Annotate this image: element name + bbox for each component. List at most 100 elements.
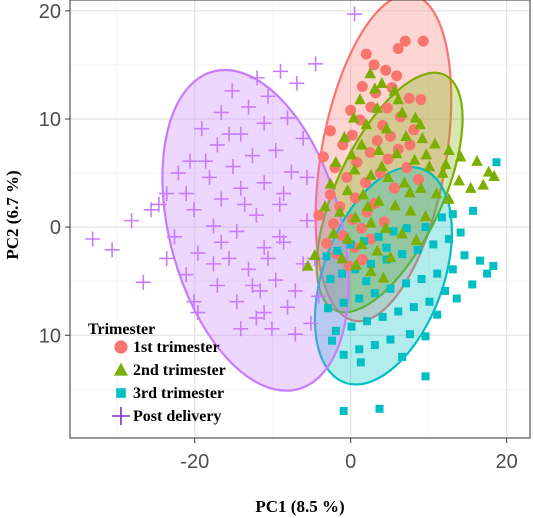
point-2nd-trimester <box>357 188 369 200</box>
point-post-delivery <box>280 299 296 315</box>
point-3rd-trimester <box>389 227 398 236</box>
point-2nd-trimester <box>389 199 401 211</box>
point-post-delivery <box>205 256 221 272</box>
point-3rd-trimester <box>398 352 407 361</box>
point-2nd-trimester <box>365 265 377 277</box>
point-1st-trimester <box>403 92 415 104</box>
legend-key-1st-trimester <box>114 340 128 354</box>
point-post-delivery <box>159 250 175 266</box>
point-2nd-trimester <box>330 155 342 167</box>
point-post-delivery <box>190 245 206 261</box>
point-3rd-trimester <box>452 294 461 303</box>
point-3rd-trimester <box>425 297 434 306</box>
point-3rd-trimester <box>331 326 340 335</box>
point-3rd-trimester <box>356 358 365 367</box>
point-3rd-trimester <box>492 158 501 167</box>
point-2nd-trimester <box>453 174 465 186</box>
point-2nd-trimester <box>377 271 390 283</box>
point-post-delivery <box>256 305 272 321</box>
point-2nd-trimester <box>482 165 495 177</box>
point-3rd-trimester <box>394 307 403 316</box>
point-1st-trimester <box>356 81 368 93</box>
point-2nd-trimester <box>341 232 354 244</box>
legend-label: Post delivery <box>133 408 221 425</box>
point-post-delivery <box>213 191 229 207</box>
point-3rd-trimester <box>339 406 348 415</box>
point-post-delivery <box>248 207 264 223</box>
point-post-delivery <box>260 88 276 104</box>
point-1st-trimester <box>415 93 427 105</box>
point-post-delivery <box>280 110 296 126</box>
point-2nd-trimester <box>355 238 368 250</box>
legend-label: 2nd trimester <box>133 362 226 379</box>
point-1st-trimester <box>384 130 396 142</box>
point-post-delivery <box>241 261 257 277</box>
point-post-delivery <box>289 75 305 91</box>
point-3rd-trimester <box>333 246 342 255</box>
point-post-delivery <box>303 315 319 331</box>
point-3rd-trimester <box>421 223 430 232</box>
point-2nd-trimester <box>380 122 393 134</box>
point-3rd-trimester <box>375 404 384 413</box>
point-2nd-trimester <box>365 168 377 180</box>
point-1st-trimester <box>401 162 413 174</box>
y-tick-label: 20 <box>39 1 61 23</box>
point-post-delivery <box>244 148 260 164</box>
point-3rd-trimester <box>327 336 336 345</box>
point-post-delivery <box>295 130 311 146</box>
point-post-delivery <box>252 283 268 299</box>
point-3rd-trimester <box>370 340 379 349</box>
point-post-delivery <box>170 165 186 181</box>
point-3rd-trimester <box>370 289 379 298</box>
point-3rd-trimester <box>359 237 368 246</box>
point-1st-trimester <box>313 209 325 221</box>
point-post-delivery <box>229 294 245 310</box>
point-1st-trimester <box>317 151 329 163</box>
point-3rd-trimester <box>362 277 371 286</box>
point-post-delivery <box>241 99 257 115</box>
point-3rd-trimester <box>355 345 364 354</box>
point-1st-trimester <box>337 139 349 151</box>
point-post-delivery <box>233 180 249 196</box>
point-post-delivery <box>104 242 120 258</box>
point-2nd-trimester <box>372 144 385 156</box>
legend-key-2nd-trimester <box>114 362 128 376</box>
legend-title: Trimester <box>88 321 155 338</box>
point-post-delivery <box>283 164 299 180</box>
point-2nd-trimester <box>443 192 455 204</box>
x-tick-label: 20 <box>495 451 517 473</box>
point-3rd-trimester <box>386 335 395 344</box>
x-axis-title: PC1 (8.5 %) <box>255 497 344 516</box>
point-2nd-trimester <box>327 227 340 239</box>
point-1st-trimester <box>356 222 368 234</box>
point-post-delivery <box>299 169 315 185</box>
point-post-delivery <box>190 305 206 321</box>
point-post-delivery <box>311 288 327 304</box>
legend-label: 1st trimester <box>133 339 220 356</box>
point-1st-trimester <box>399 35 411 47</box>
point-3rd-trimester <box>433 310 442 319</box>
point-1st-trimester <box>404 139 416 151</box>
point-2nd-trimester <box>410 233 422 245</box>
plot-border <box>69 0 531 439</box>
point-2nd-trimester <box>338 131 351 143</box>
point-3rd-trimester <box>346 240 355 249</box>
point-2nd-trimester <box>364 67 376 79</box>
point-3rd-trimester <box>417 275 426 284</box>
point-post-delivery <box>308 56 324 72</box>
point-2nd-trimester <box>336 252 348 264</box>
point-1st-trimester <box>360 48 372 60</box>
point-3rd-trimester <box>489 262 498 271</box>
point-3rd-trimester <box>374 232 383 241</box>
point-1st-trimester <box>392 43 404 55</box>
point-3rd-trimester <box>355 294 364 303</box>
legend: Trimester 1st trimester 2nd trimester 3rd … <box>88 321 226 425</box>
point-2nd-trimester <box>420 148 433 160</box>
point-3rd-trimester <box>421 332 430 341</box>
point-post-delivery <box>249 70 265 86</box>
point-2nd-trimester <box>384 251 397 263</box>
point-post-delivery <box>166 229 182 245</box>
point-3rd-trimester <box>366 259 375 268</box>
point-1st-trimester <box>354 114 366 126</box>
point-post-delivery <box>178 186 194 202</box>
